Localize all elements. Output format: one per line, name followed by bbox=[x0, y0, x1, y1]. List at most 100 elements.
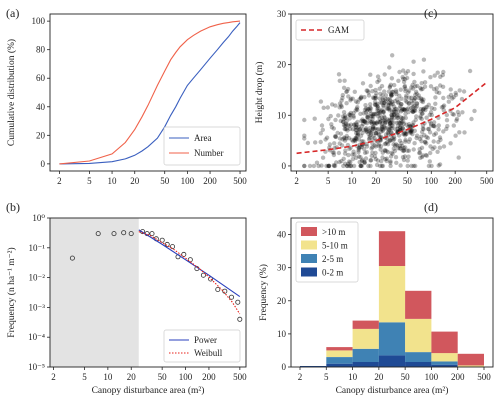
panel-c-point bbox=[385, 150, 391, 155]
panel-c-point bbox=[410, 109, 415, 115]
panel-c-point bbox=[369, 111, 374, 116]
panel-c-point bbox=[376, 131, 381, 136]
panel-c-point bbox=[439, 105, 445, 110]
panel-c-point bbox=[394, 120, 399, 126]
panel-c-point bbox=[328, 113, 333, 119]
panel-c-point bbox=[344, 89, 349, 95]
panel-c-point bbox=[410, 101, 416, 106]
panel-c-point bbox=[380, 96, 385, 101]
panel-c-point bbox=[429, 163, 434, 169]
panel-c-point bbox=[437, 135, 443, 140]
panel-c-point bbox=[356, 124, 361, 129]
panel-c-point bbox=[392, 82, 397, 88]
panel-c-point bbox=[371, 125, 376, 130]
panel-c-point bbox=[437, 90, 442, 96]
panel-b-ytick-label: 10⁻³ bbox=[29, 302, 46, 312]
panel-a-legend-label: Area bbox=[194, 133, 212, 143]
panel-c-point bbox=[406, 101, 412, 106]
panel-c-point bbox=[385, 130, 391, 135]
panel-c-point bbox=[380, 150, 385, 155]
panel-c-point bbox=[388, 91, 394, 97]
panel-c-point bbox=[360, 118, 366, 124]
panel-c-point bbox=[431, 120, 437, 125]
panel-c-point bbox=[326, 116, 331, 122]
panel-c-point bbox=[403, 115, 408, 121]
panel-c-point bbox=[380, 93, 385, 98]
panel-c-point bbox=[348, 113, 353, 118]
panel-d-xtick-label: 10 bbox=[348, 372, 358, 382]
panel-c-point bbox=[357, 127, 363, 132]
panel-c-point bbox=[378, 144, 384, 149]
panel-c-point bbox=[363, 103, 368, 108]
panel-c-point bbox=[431, 86, 437, 92]
panel-c-point bbox=[416, 95, 421, 101]
panel-c-point bbox=[370, 89, 375, 94]
panel-c-point bbox=[398, 115, 404, 120]
panel-c-point bbox=[320, 155, 326, 160]
panel-c-point bbox=[351, 163, 357, 169]
panel-c-point bbox=[378, 147, 383, 152]
panel-c-point bbox=[399, 140, 404, 146]
panel-c-point bbox=[457, 88, 462, 93]
panel-c-point bbox=[402, 130, 408, 136]
panel-c-point bbox=[411, 120, 416, 125]
panel-c-point bbox=[386, 129, 391, 134]
panel-c-point bbox=[358, 133, 364, 138]
panel-c-point bbox=[410, 131, 415, 137]
panel-c-point bbox=[398, 121, 403, 126]
panel-c-point bbox=[389, 130, 394, 135]
panel-c-point bbox=[361, 118, 367, 124]
panel-c-point bbox=[375, 106, 380, 111]
panel-b-line-power bbox=[138, 229, 241, 298]
panel-a-ylabel: Cumulative distribution (%) bbox=[6, 39, 17, 146]
panel-c-point bbox=[324, 135, 330, 140]
panel-c-point bbox=[418, 115, 423, 121]
panel-c-point bbox=[388, 159, 393, 164]
panel-c-point bbox=[386, 132, 391, 137]
panel-c-point bbox=[414, 135, 419, 141]
panel-c-point bbox=[389, 150, 394, 155]
panel-b-point bbox=[222, 288, 228, 294]
panel-c-point bbox=[379, 115, 385, 121]
panel-c-point bbox=[422, 133, 427, 138]
panel-c-point bbox=[387, 137, 392, 143]
panel-c-point bbox=[366, 137, 372, 142]
panel-c-point bbox=[366, 107, 372, 112]
panel-c-point bbox=[382, 118, 388, 123]
panel-c-point bbox=[420, 86, 425, 92]
panel-c-point bbox=[378, 91, 383, 97]
panel-c-point bbox=[373, 95, 378, 101]
panel-c-point bbox=[446, 94, 451, 100]
panel-c-point bbox=[380, 163, 386, 169]
panel-c-point bbox=[376, 132, 382, 138]
panel-c-point bbox=[430, 146, 435, 152]
panel-c-point bbox=[406, 122, 412, 127]
panel-c-point bbox=[399, 123, 404, 128]
panel-c-point bbox=[356, 137, 362, 142]
panel-d-bar-segment bbox=[378, 355, 406, 367]
panel-c-point bbox=[370, 116, 375, 122]
panel-c-point bbox=[372, 135, 377, 141]
panel-d-legend-label: 0-2 m bbox=[322, 268, 343, 278]
panel-d-ytick-label: 30 bbox=[277, 263, 287, 273]
panel-c-point bbox=[453, 90, 458, 96]
panel-c-point bbox=[355, 119, 360, 125]
panel-a-ytick-label: 80 bbox=[36, 45, 46, 55]
panel-c-point bbox=[353, 127, 358, 133]
panel-c-point bbox=[368, 102, 373, 107]
panel-c-point bbox=[400, 143, 405, 149]
panel-c-point bbox=[326, 163, 332, 169]
panel-c-point bbox=[348, 122, 354, 127]
panel-c-point bbox=[397, 106, 402, 111]
panel-c-point bbox=[358, 163, 364, 168]
panel-c-point bbox=[372, 126, 378, 131]
panel-c-point bbox=[448, 87, 453, 92]
panel-c-point bbox=[389, 93, 394, 98]
panel-c-point bbox=[390, 123, 395, 128]
panel-c-point bbox=[302, 117, 307, 123]
panel-c-point bbox=[381, 114, 387, 119]
panel-b-point bbox=[111, 231, 117, 237]
panel-c-point bbox=[376, 143, 381, 149]
panel-c-point bbox=[389, 109, 395, 114]
panel-d-xtick-label: 500 bbox=[477, 372, 491, 382]
